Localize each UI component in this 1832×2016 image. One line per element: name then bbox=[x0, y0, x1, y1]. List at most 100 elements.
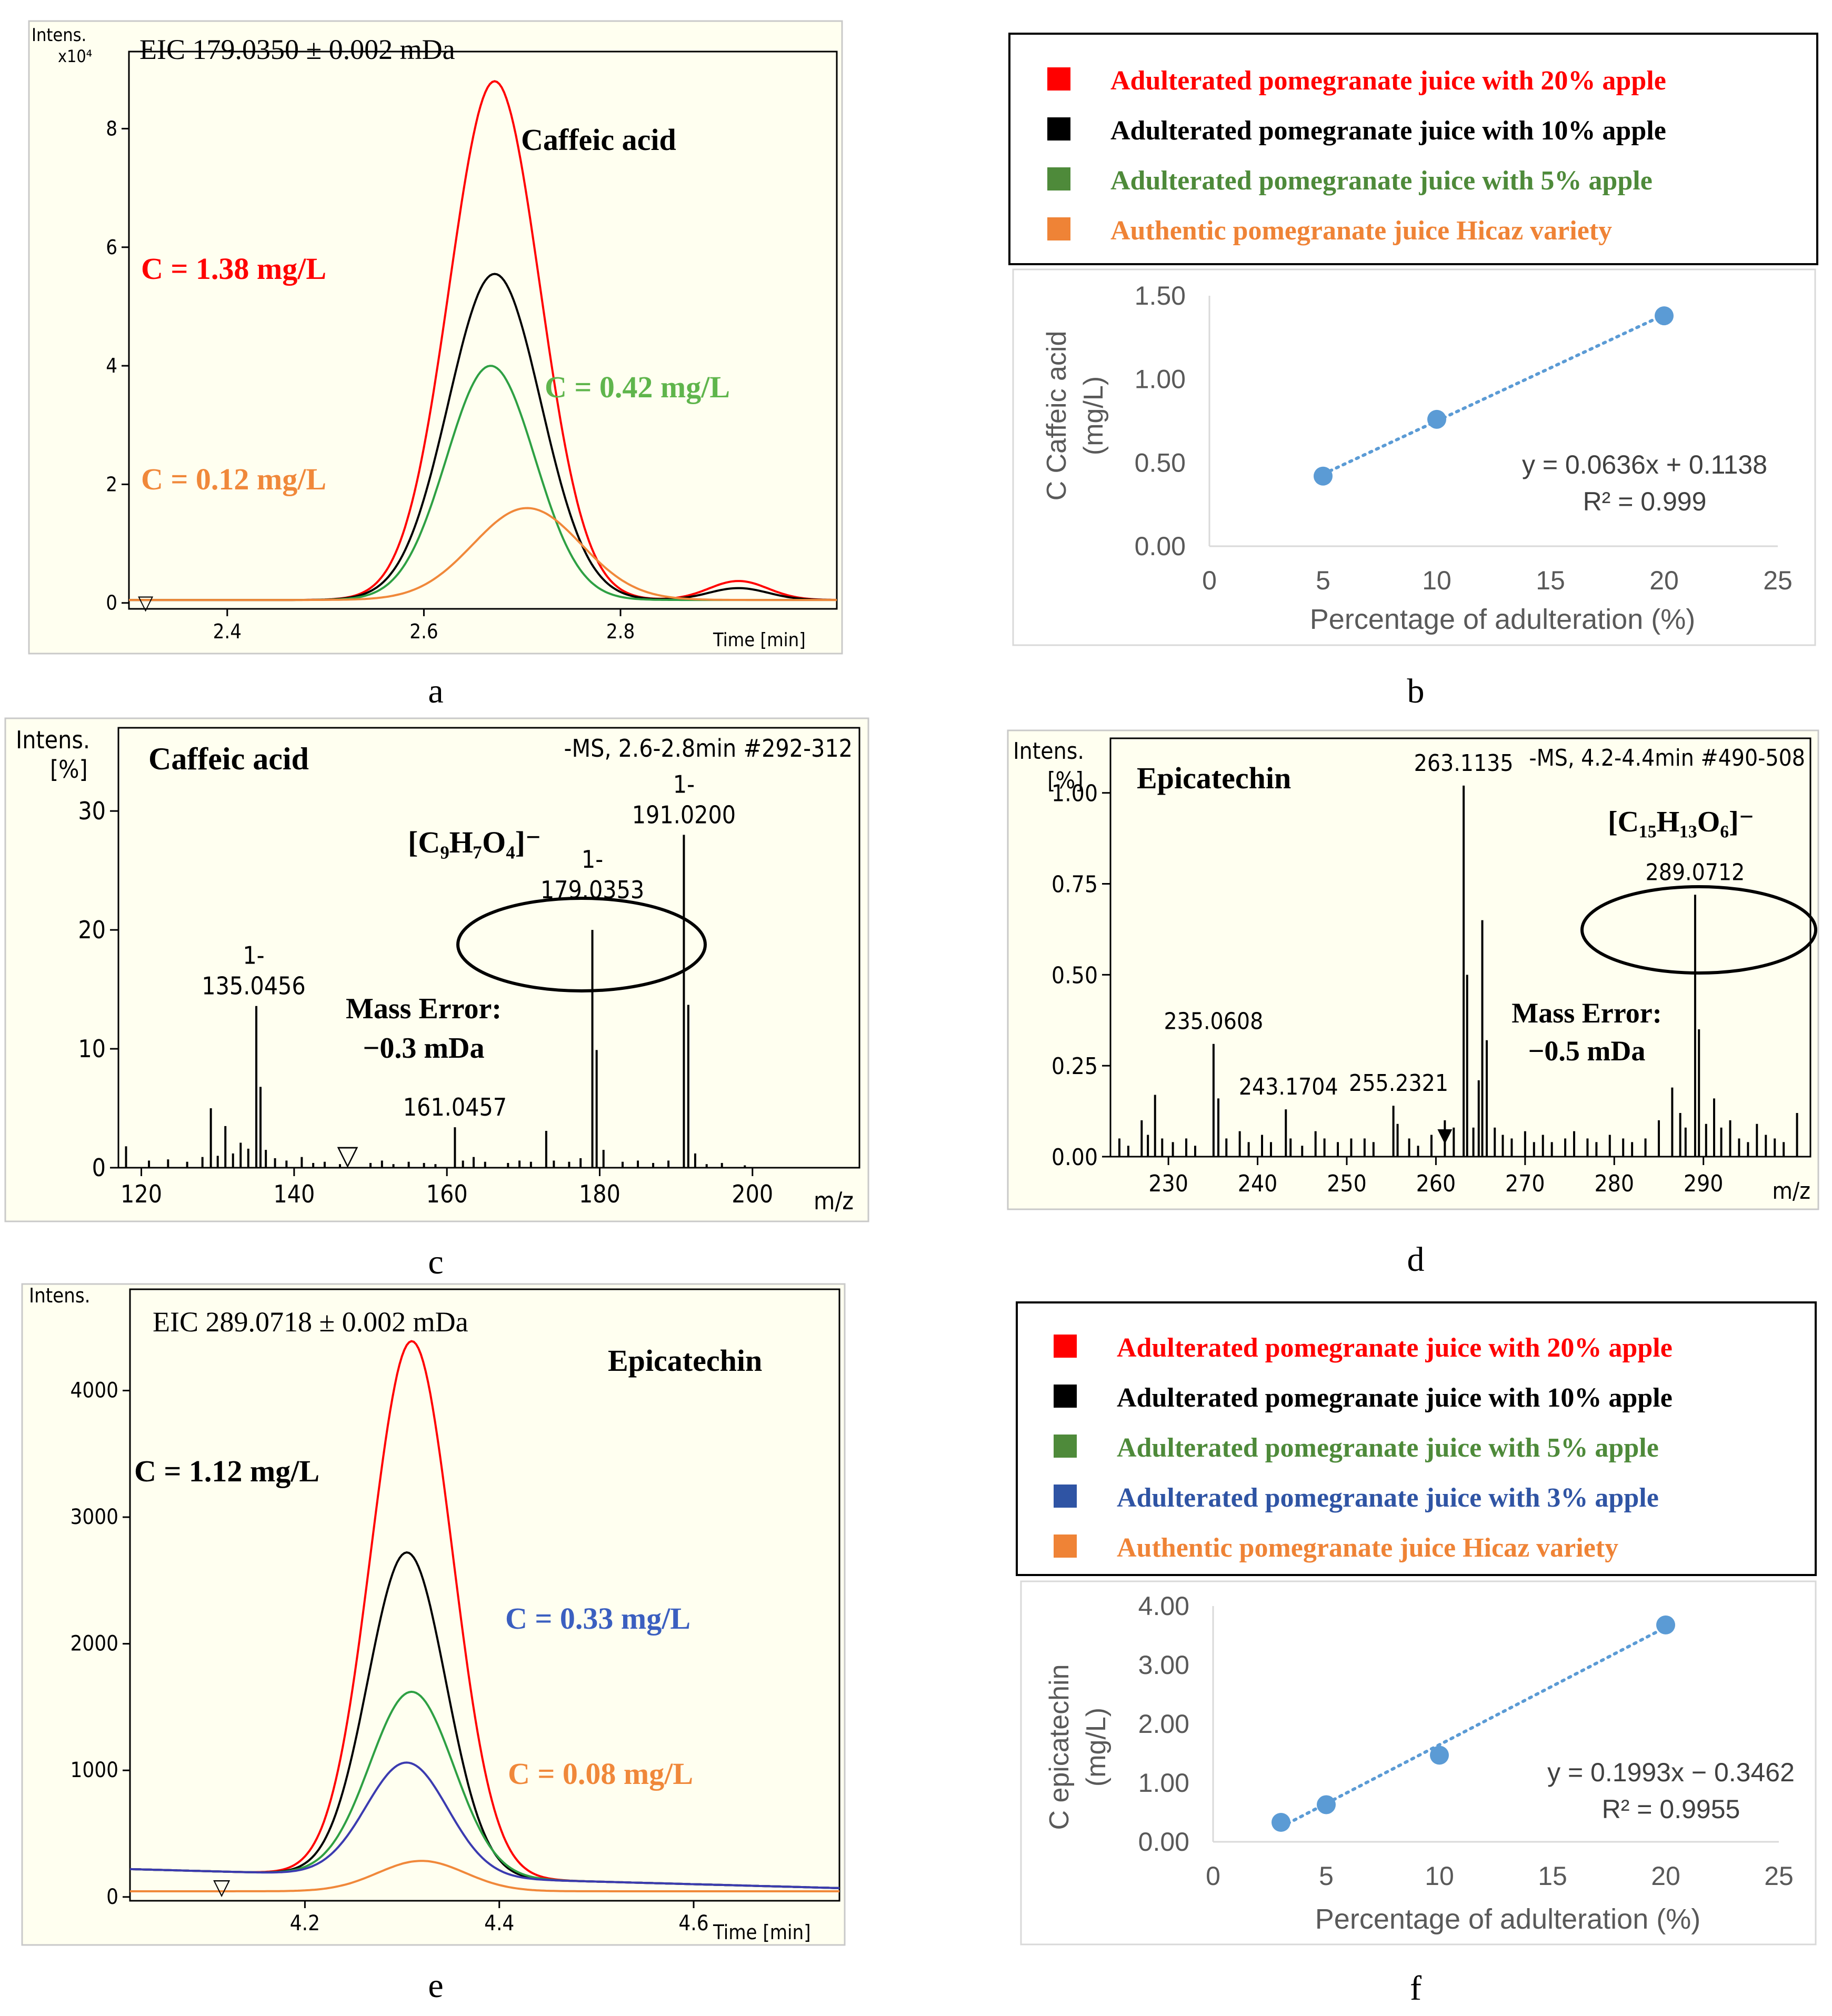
panel-a-y-title: Intens. bbox=[32, 25, 86, 46]
y-tick-label: 4 bbox=[106, 354, 117, 377]
x-tick-label: 250 bbox=[1327, 1170, 1367, 1197]
panel-c-mass-error-value: −0.3 mDa bbox=[363, 1032, 485, 1065]
panel-d-label: d bbox=[1407, 1240, 1425, 1279]
legend-swatch bbox=[1054, 1335, 1077, 1358]
panel-c-y-unit: [%] bbox=[50, 755, 88, 784]
y-tick-label: 4.00 bbox=[1138, 1591, 1189, 1621]
panel-e-y-title: Intens. bbox=[29, 1284, 91, 1307]
y-tick-label: 20 bbox=[78, 916, 106, 944]
panel-b-y-title-1: C Caffeic acid bbox=[1042, 331, 1072, 501]
y-tick-label: 0.00 bbox=[1138, 1827, 1189, 1857]
peak-label: 243.1704 bbox=[1239, 1074, 1338, 1100]
panel-e-plot-area bbox=[129, 1288, 840, 1902]
y-tick-label: 2 bbox=[106, 473, 117, 496]
x-tick-label: 4.6 bbox=[678, 1911, 708, 1935]
panel-b-y-title-2: (mg/L) bbox=[1078, 376, 1109, 455]
panel-e-marker: ▽ bbox=[213, 1874, 231, 1899]
panel-d-formula: [C₁₅H₁₃O₆]⁻ bbox=[1608, 806, 1754, 838]
panel-c-compound-name: Caffeic acid bbox=[148, 741, 309, 776]
x-tick-label: 270 bbox=[1505, 1170, 1545, 1197]
peak-charge-label: 1- bbox=[582, 845, 603, 874]
x-tick-label: 230 bbox=[1148, 1170, 1188, 1197]
y-tick-label: 3.00 bbox=[1138, 1650, 1189, 1680]
x-tick-label: 10 bbox=[1422, 566, 1451, 595]
legend-entry: Authentic pomegranate juice Hicaz variet… bbox=[1110, 216, 1612, 246]
trace-authentic-hicaz bbox=[129, 507, 837, 601]
panel-b-legend: Adulterated pomegranate juice with 20% a… bbox=[1047, 66, 1666, 246]
panel-a: 2.4 2.6 2.8 0 2 4 6 8 Intens. x10⁴ EIC 179.0350… bbox=[28, 20, 843, 710]
panel-d-y-title: Intens. bbox=[1013, 738, 1084, 765]
panel-f-chart-frame bbox=[1020, 1580, 1817, 1945]
panel-f: Adulterated pomegranate juice with 20% a… bbox=[1016, 1301, 1817, 2008]
panel-a-plot-area bbox=[128, 51, 838, 610]
legend-entry: Adulterated pomegranate juice with 20% a… bbox=[1110, 66, 1666, 96]
panel-d-x-unit: m/z bbox=[1772, 1178, 1810, 1205]
panel-f-r2: R² = 0.9955 bbox=[1602, 1794, 1740, 1824]
y-tick-label: 0.25 bbox=[1052, 1053, 1098, 1080]
data-point bbox=[1317, 1795, 1336, 1814]
y-tick-label: 1000 bbox=[70, 1758, 118, 1782]
y-tick-label: 0 bbox=[106, 591, 117, 615]
panel-d-mass-error-value: −0.5 mDa bbox=[1528, 1035, 1646, 1067]
panel-f-y-title-2: (mg/L) bbox=[1081, 1708, 1112, 1787]
panel-c-y-title: Intens. bbox=[16, 726, 90, 754]
x-tick-label: 0 bbox=[1206, 1861, 1220, 1891]
x-tick-label: 2.6 bbox=[409, 620, 438, 643]
y-tick-label: 30 bbox=[78, 797, 106, 825]
legend-entry: Adulterated pomegranate juice with 5% ap… bbox=[1117, 1433, 1659, 1463]
panel-a-annotation-20: C = 1.38 mg/L bbox=[141, 252, 326, 286]
panel-c-x-unit: m/z bbox=[814, 1187, 854, 1215]
legend-swatch bbox=[1054, 1485, 1077, 1508]
x-tick-label: 140 bbox=[273, 1180, 315, 1208]
panel-c-header: -MS, 2.6-2.8min #292-312 bbox=[564, 734, 853, 763]
panel-a-traces bbox=[129, 80, 837, 601]
panel-f-legend: Adulterated pomegranate juice with 20% a… bbox=[1054, 1333, 1673, 1563]
x-tick-label: 4.4 bbox=[484, 1911, 514, 1935]
x-tick-label: 260 bbox=[1416, 1170, 1456, 1197]
x-tick-label: 120 bbox=[121, 1180, 162, 1208]
panel-f-plot: 0 5 10 15 20 25 0.00 1.00 2.00 3.00 4.00 bbox=[1138, 1591, 1794, 1891]
y-tick-label: 1.00 bbox=[1138, 1768, 1189, 1798]
panel-e-axis-ticks: 4.2 4.4 4.6 0 1000 2000 3000 4000 bbox=[70, 1378, 708, 1935]
precursor-marker: ▽ bbox=[337, 1140, 358, 1171]
data-point bbox=[1272, 1813, 1290, 1832]
panel-f-equation: y = 0.1993x − 0.3462 bbox=[1547, 1758, 1795, 1787]
x-tick-label: 2.4 bbox=[213, 620, 242, 643]
panel-a-eic-label: EIC 179.0350 ± 0.002 mDa bbox=[139, 34, 455, 65]
panel-f-x-title: Percentage of adulteration (%) bbox=[1315, 1903, 1700, 1935]
legend-entry: Authentic pomegranate juice Hicaz variet… bbox=[1117, 1533, 1618, 1563]
panel-d-spectrum: 235.0608 243.1704 255.2321 263.1135 289.0712… bbox=[1118, 750, 1798, 1157]
panel-e-compound-name: Epicatechin bbox=[608, 1343, 762, 1378]
peak-label: 191.0200 bbox=[632, 800, 736, 829]
trendline bbox=[1279, 1626, 1667, 1829]
legend-swatch bbox=[1047, 167, 1070, 190]
panel-c-plot-area bbox=[117, 727, 860, 1169]
panel-c-label: c bbox=[428, 1243, 443, 1281]
x-tick-label: 25 bbox=[1763, 566, 1793, 595]
y-tick-label: 0.50 bbox=[1052, 962, 1098, 989]
x-tick-label: 5 bbox=[1316, 566, 1330, 595]
y-tick-label: 0.50 bbox=[1135, 448, 1186, 477]
panel-f-label: f bbox=[1410, 1969, 1421, 2008]
panel-a-marker: ▽ bbox=[138, 592, 154, 614]
y-tick-label: 0.75 bbox=[1052, 871, 1098, 898]
data-point bbox=[1427, 409, 1446, 429]
panel-d-mass-error-label: Mass Error: bbox=[1511, 997, 1661, 1029]
panel-e-annotation-10: C = 1.12 mg/L bbox=[134, 1454, 319, 1488]
peak-label: 235.0608 bbox=[1164, 1008, 1263, 1035]
x-tick-label: 0 bbox=[1202, 566, 1217, 595]
panel-b-label: b bbox=[1407, 672, 1425, 710]
x-tick-label: 200 bbox=[732, 1180, 773, 1208]
legend-entry: Adulterated pomegranate juice with 20% a… bbox=[1117, 1333, 1673, 1363]
panel-b-x-title: Percentage of adulteration (%) bbox=[1310, 604, 1695, 635]
panel-b-chart-frame bbox=[1012, 268, 1816, 646]
legend-swatch bbox=[1047, 217, 1070, 240]
y-tick-label: 0 bbox=[92, 1154, 106, 1182]
panel-b-legend-box bbox=[1008, 33, 1818, 265]
panel-d: 230 240 250 260 270 280 290 0.00 0.25 0.50 0.75 1.0… bbox=[1007, 729, 1819, 1279]
panel-d-header: -MS, 4.2-4.4min #490-508 bbox=[1529, 745, 1805, 771]
panel-b-plot: 0 5 10 15 20 25 0.00 0.50 1.00 1.50 bbox=[1135, 281, 1793, 595]
peak-label: 289.0712 bbox=[1646, 859, 1745, 886]
